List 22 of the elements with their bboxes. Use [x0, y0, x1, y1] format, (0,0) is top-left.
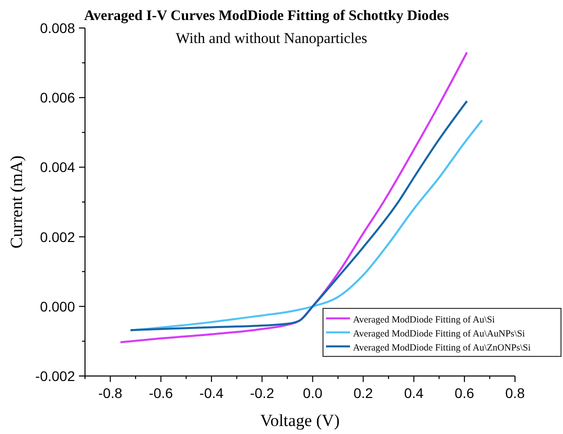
x-tick-label: -0.2	[250, 385, 274, 401]
legend-label: Averaged ModDiode Fitting of Au\Si	[353, 315, 496, 326]
legend-label: Averaged ModDiode Fitting of Au\ZnONPs\Si	[353, 343, 532, 354]
x-tick-label: 0.0	[302, 385, 323, 401]
x-tick-label: -0.6	[148, 385, 174, 401]
y-axis-title: Current (mA)	[7, 155, 26, 249]
y-tick-label: -0.002	[35, 368, 76, 384]
x-axis-title: Voltage (V)	[260, 411, 340, 430]
x-tick-label: 0.8	[505, 385, 525, 401]
y-tick-label: 0.002	[40, 228, 76, 245]
legend-label: Averaged ModDiode Fitting of Au\AuNPs\Si	[353, 329, 526, 340]
x-tick-label: 0.2	[354, 385, 374, 401]
x-tick-label: -0.4	[199, 385, 224, 401]
chart-subtitle: With and without Nanoparticles	[176, 31, 368, 47]
y-tick-label: 0.006	[40, 90, 76, 106]
y-tick-label: 0.004	[40, 159, 76, 176]
chart-title: Averaged I-V Curves ModDiode Fitting of Schottky Diodes	[84, 8, 450, 24]
x-tick-label: 0.4	[404, 385, 424, 401]
y-tick-label: 0.008	[40, 20, 76, 36]
x-tick-label: -0.8	[98, 385, 123, 401]
x-tick-label: 0.6	[454, 385, 474, 401]
y-tick-label: 0.000	[40, 298, 76, 314]
